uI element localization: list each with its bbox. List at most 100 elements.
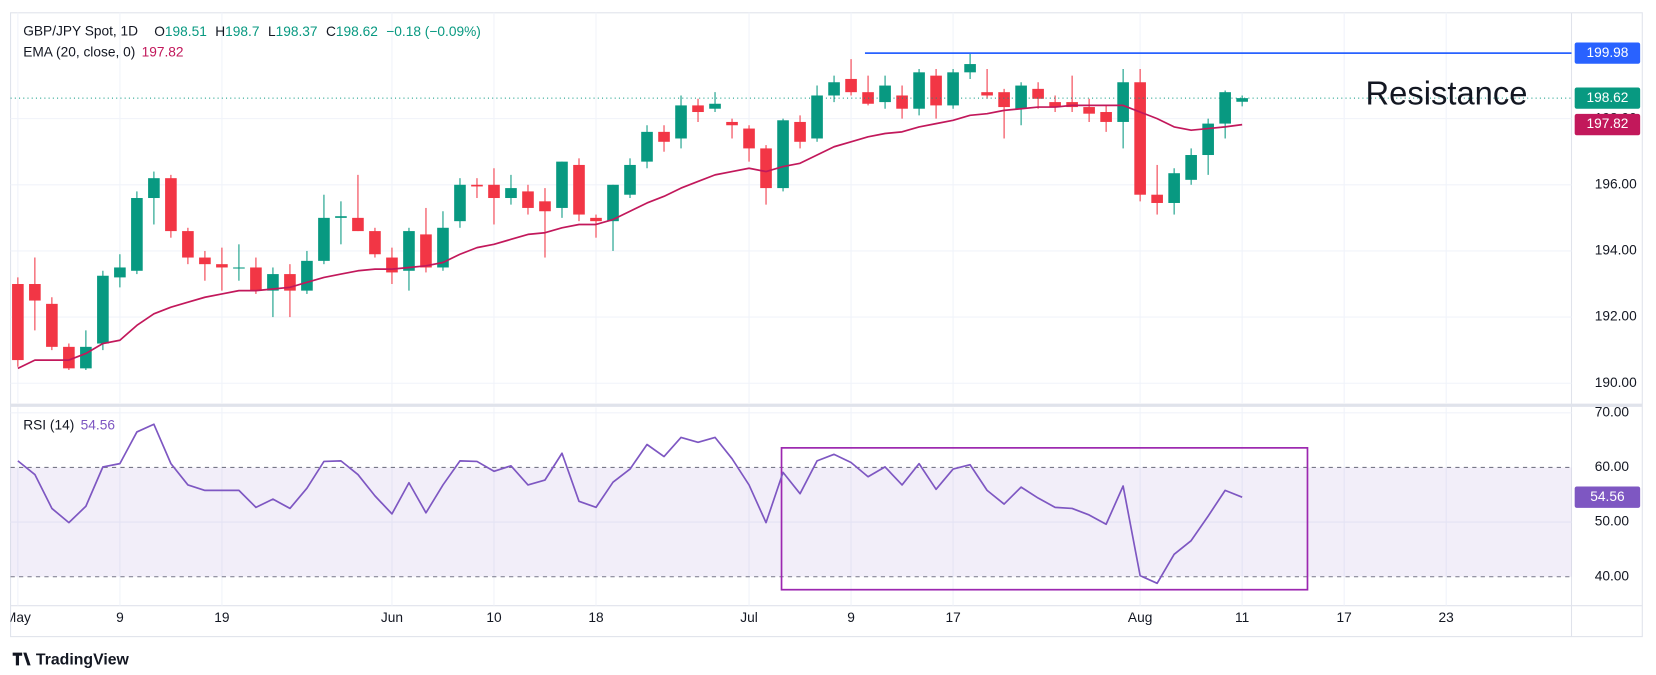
candle-body — [369, 231, 381, 255]
rsi-box — [780, 447, 1309, 591]
y-tick-label: 192.00 — [1595, 309, 1637, 324]
ohlc-value: 198.7 — [225, 24, 259, 39]
y-tick-label: 190.00 — [1595, 375, 1637, 390]
y-tick-label: 194.00 — [1595, 243, 1637, 258]
frame — [10, 12, 1643, 638]
candle-body — [607, 184, 619, 222]
candle-body — [573, 164, 585, 215]
candle-body — [964, 64, 976, 73]
candle-body — [743, 128, 755, 149]
ohlc-value: 198.37 — [276, 24, 318, 39]
resistance-badge-bg — [1574, 42, 1641, 64]
candle-body — [97, 275, 109, 344]
rsi-tick-label: 60.00 — [1595, 459, 1630, 474]
candle-body — [301, 260, 313, 291]
candle-body — [658, 131, 670, 142]
ohlc-value: 198.51 — [165, 24, 207, 39]
candle-body — [539, 201, 551, 212]
candle-body — [318, 217, 330, 261]
rsi-badge: 54.56 — [1590, 489, 1625, 504]
candle-body — [998, 92, 1010, 108]
candle-body — [437, 227, 449, 268]
candle-body — [675, 105, 687, 139]
candle-body — [760, 148, 772, 189]
candle-body — [913, 72, 925, 109]
brand-name: TradingView — [36, 651, 130, 668]
candle-body — [233, 267, 245, 269]
candle-body — [216, 264, 228, 268]
rsi-legend: RSI (14) 54.56 — [23, 417, 115, 432]
candle-body — [165, 178, 177, 232]
candle-body — [471, 184, 483, 187]
rsi-tick-label: 50.00 — [1595, 514, 1630, 529]
candle-body — [1117, 82, 1129, 122]
candle-body — [403, 231, 415, 271]
x-tick-label: 17 — [1337, 610, 1352, 625]
candle-body — [947, 72, 959, 106]
candle-body — [488, 184, 500, 199]
x-tick-label: 17 — [945, 610, 960, 625]
candle-body — [1049, 102, 1061, 108]
x-tick-label: Aug — [1128, 610, 1152, 625]
ohlc-key: H — [215, 24, 225, 39]
candle-body — [1100, 112, 1112, 122]
candle-body — [267, 274, 279, 291]
candle-body — [828, 82, 840, 96]
rsi-tick-label: 70.00 — [1595, 404, 1630, 419]
candle-body — [80, 346, 92, 369]
series-line — [17, 423, 1243, 585]
x-tick-label: Jun — [381, 610, 403, 625]
candle-body — [63, 346, 75, 369]
candle-body — [862, 92, 874, 104]
x-tick-label: 23 — [1439, 610, 1455, 625]
x-tick-label: 10 — [486, 610, 502, 625]
candle-body — [726, 121, 738, 126]
candle-body — [879, 85, 891, 103]
ema-legend: EMA (20, close, 0) 197.82 — [23, 44, 183, 59]
candle-body — [454, 184, 466, 222]
ohlc-key: O — [154, 24, 165, 39]
time-axis: May 9 19 Jun 10 18 Jul 9 17 Aug 11 17 23 — [5, 610, 1455, 625]
rsi-tick-label: 40.00 — [1595, 568, 1630, 583]
series-line — [17, 104, 1243, 370]
candle-body — [1083, 107, 1095, 114]
ohlc-value: 198.62 — [336, 24, 378, 39]
rsi-name: RSI (14) — [23, 417, 74, 432]
candle-body — [1168, 173, 1180, 203]
ohlc-header: O198.51 H198.7 L198.37 C198.62 −0.18 (−0.09%… — [154, 24, 481, 39]
candle-body — [1151, 194, 1163, 203]
symbol-title: GBP/JPY Spot, 1D — [23, 24, 138, 39]
candle-body — [624, 164, 636, 195]
candle-body — [981, 92, 993, 96]
x-tick-label: 18 — [588, 610, 604, 625]
candle-body — [1202, 123, 1214, 156]
resistance-label: Resistance — [1366, 75, 1528, 112]
ohlc-change: −0.18 (−0.09%) — [386, 24, 481, 39]
x-tick-label: 19 — [214, 610, 230, 625]
candle-body — [1015, 85, 1027, 109]
rsi-band — [10, 467, 1572, 577]
ohlc-key: L — [268, 24, 276, 39]
brand: TradingView — [12, 651, 130, 668]
x-tick-label: 11 — [1235, 610, 1249, 625]
candle-body — [709, 103, 721, 109]
candle-body — [148, 178, 160, 199]
candle-body — [29, 284, 41, 301]
ema-badge: 197.82 — [1586, 116, 1628, 131]
candle-body — [1219, 92, 1231, 124]
candle-body — [556, 161, 568, 208]
x-tick-label: May — [5, 610, 31, 625]
candle-body — [335, 216, 347, 218]
axes: 190.00192.00194.00196.00198.0040.0050.00… — [1574, 42, 1641, 583]
brand-logo — [12, 652, 31, 666]
rsi-panel — [10, 423, 1572, 591]
candle-body — [352, 217, 364, 232]
candle-body — [131, 198, 143, 271]
candle-body — [896, 95, 908, 109]
ema-badge-bg — [1574, 113, 1641, 136]
candle-body — [250, 267, 262, 291]
candle-body — [284, 274, 296, 291]
candle-body — [1032, 88, 1044, 99]
